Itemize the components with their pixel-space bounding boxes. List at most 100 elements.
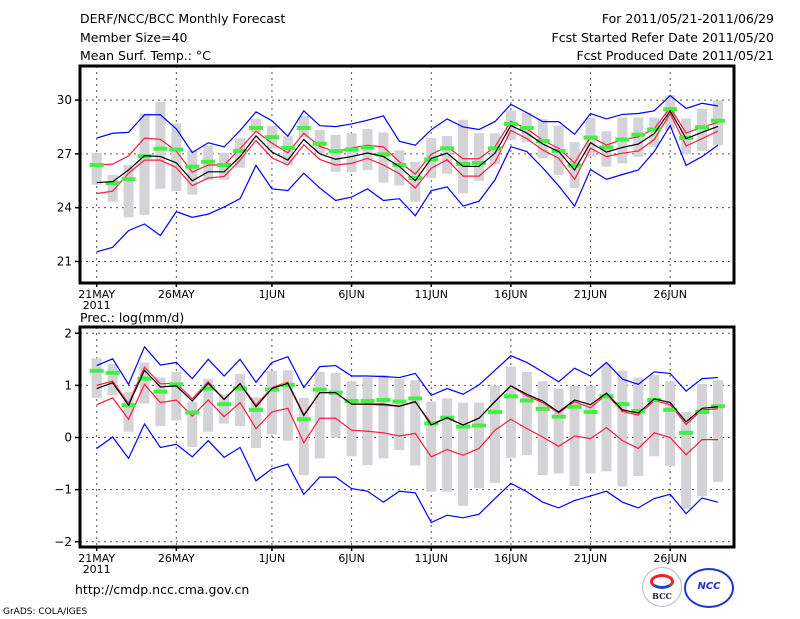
x-tick-label: 11JUN: [414, 288, 448, 301]
green-marker: [631, 132, 646, 137]
green-marker: [121, 177, 136, 182]
green-marker: [615, 402, 630, 407]
green-marker: [201, 386, 216, 391]
plot-frame: [78, 325, 736, 549]
green-marker: [392, 162, 407, 167]
green-marker: [710, 118, 725, 123]
green-marker: [710, 404, 725, 409]
green-marker: [89, 368, 104, 373]
green-marker: [567, 404, 582, 409]
ensemble-range-bar: [505, 366, 516, 458]
x-tick-label: 21MAY: [78, 288, 115, 301]
ensemble-range-bar: [665, 381, 676, 467]
green-marker: [663, 407, 678, 412]
green-marker: [392, 399, 407, 404]
grads-credit: GrADS: COLA/IGES: [3, 607, 88, 617]
green-marker: [137, 376, 152, 381]
upper-spread-line: [96, 106, 719, 175]
ensemble-range-bar: [553, 388, 564, 474]
ensemble-range-bar: [330, 134, 341, 172]
ensemble-range-bar: [251, 397, 261, 448]
ensemble-range-bar: [298, 397, 309, 476]
ensemble-range-bar: [251, 119, 261, 133]
green-marker: [217, 162, 232, 167]
green-marker: [456, 161, 471, 166]
x-tick-label: 11JUN: [414, 552, 448, 565]
green-marker: [201, 159, 216, 164]
green-marker: [233, 386, 248, 391]
ensemble-range-bar: [474, 402, 485, 489]
ensemble-range-bar: [442, 398, 453, 492]
green-marker: [519, 398, 534, 403]
forecast-produced-date: Fcst Produced Date 2011/05/21: [576, 48, 774, 63]
green-marker: [360, 399, 375, 404]
max-line: [96, 345, 719, 397]
green-marker: [551, 414, 566, 419]
ensemble-range-bar: [458, 402, 469, 506]
ensemble-range-bar: [410, 161, 421, 202]
green-marker: [424, 421, 439, 426]
ensemble-range-bar: [378, 132, 389, 183]
ensemble-range-bar: [362, 377, 373, 466]
green-marker: [376, 397, 391, 402]
ensemble-range-bar: [155, 101, 166, 189]
x-tick-label: 21JUN: [574, 288, 608, 301]
ensemble-range-bar: [426, 401, 437, 492]
green-marker: [583, 135, 598, 140]
footer-url[interactable]: http://cmdp.ncc.cma.gov.cn: [75, 582, 250, 597]
green-marker: [264, 135, 279, 140]
ensemble-range-bar: [489, 385, 500, 483]
green-marker: [456, 424, 471, 429]
y-tick-label: 30: [57, 93, 72, 107]
green-marker: [105, 370, 120, 375]
ensemble-range-bar: [91, 358, 102, 398]
x-tick-label: 6JUN: [338, 552, 365, 565]
ensemble-range-bar: [107, 174, 118, 202]
x-tick-label: 21JUN: [574, 552, 608, 565]
ensemble-range-bar: [139, 362, 150, 404]
y-tick-label: 27: [57, 147, 72, 161]
x-tick-label: 26JUN: [653, 552, 687, 565]
ensemble-range-bar: [346, 133, 357, 173]
x-tick-label: 21MAY: [78, 552, 115, 565]
green-marker: [153, 146, 168, 151]
ensemble-range-bar: [394, 378, 405, 451]
green-marker: [280, 145, 295, 150]
ensemble-range-bar: [697, 108, 708, 151]
ensemble-range-bar: [139, 113, 150, 215]
y-tick-label: −2: [54, 535, 72, 549]
green-marker: [376, 152, 391, 157]
forecast-period: For 2011/05/21-2011/06/29: [601, 11, 774, 26]
green-marker: [631, 408, 646, 413]
green-marker: [408, 396, 423, 401]
ensemble-range-bar: [712, 380, 723, 482]
green-marker: [519, 126, 534, 131]
ensemble-range-bar: [442, 135, 453, 174]
x-tick-label: 6JUN: [338, 288, 365, 301]
green-marker: [663, 107, 678, 112]
green-marker: [249, 407, 263, 412]
ensemble-range-bar: [107, 364, 118, 396]
green-marker: [169, 147, 184, 152]
ensemble-range-bar: [346, 381, 357, 457]
green-marker: [296, 125, 311, 130]
green-marker: [472, 161, 487, 166]
ensemble-range-bar: [171, 371, 182, 421]
y-tick-label: 2: [64, 326, 72, 340]
green-marker: [185, 164, 200, 169]
ensemble-range-bar: [521, 371, 532, 456]
green-marker: [503, 121, 518, 126]
x-tick-label: 1JUN: [259, 288, 286, 301]
green-marker: [535, 139, 550, 144]
ensemble-range-bar: [665, 95, 676, 129]
green-marker: [647, 397, 662, 402]
x-tick-label: 26MAY: [158, 552, 195, 565]
ensemble-range-bar: [171, 123, 182, 192]
y-tick-label: −1: [54, 483, 72, 497]
green-marker: [487, 146, 502, 151]
ensemble-range-bar: [235, 138, 246, 168]
ensemble-mean-line: [96, 109, 719, 184]
green-marker: [185, 410, 200, 415]
x-tick-label: 1JUN: [259, 552, 286, 565]
